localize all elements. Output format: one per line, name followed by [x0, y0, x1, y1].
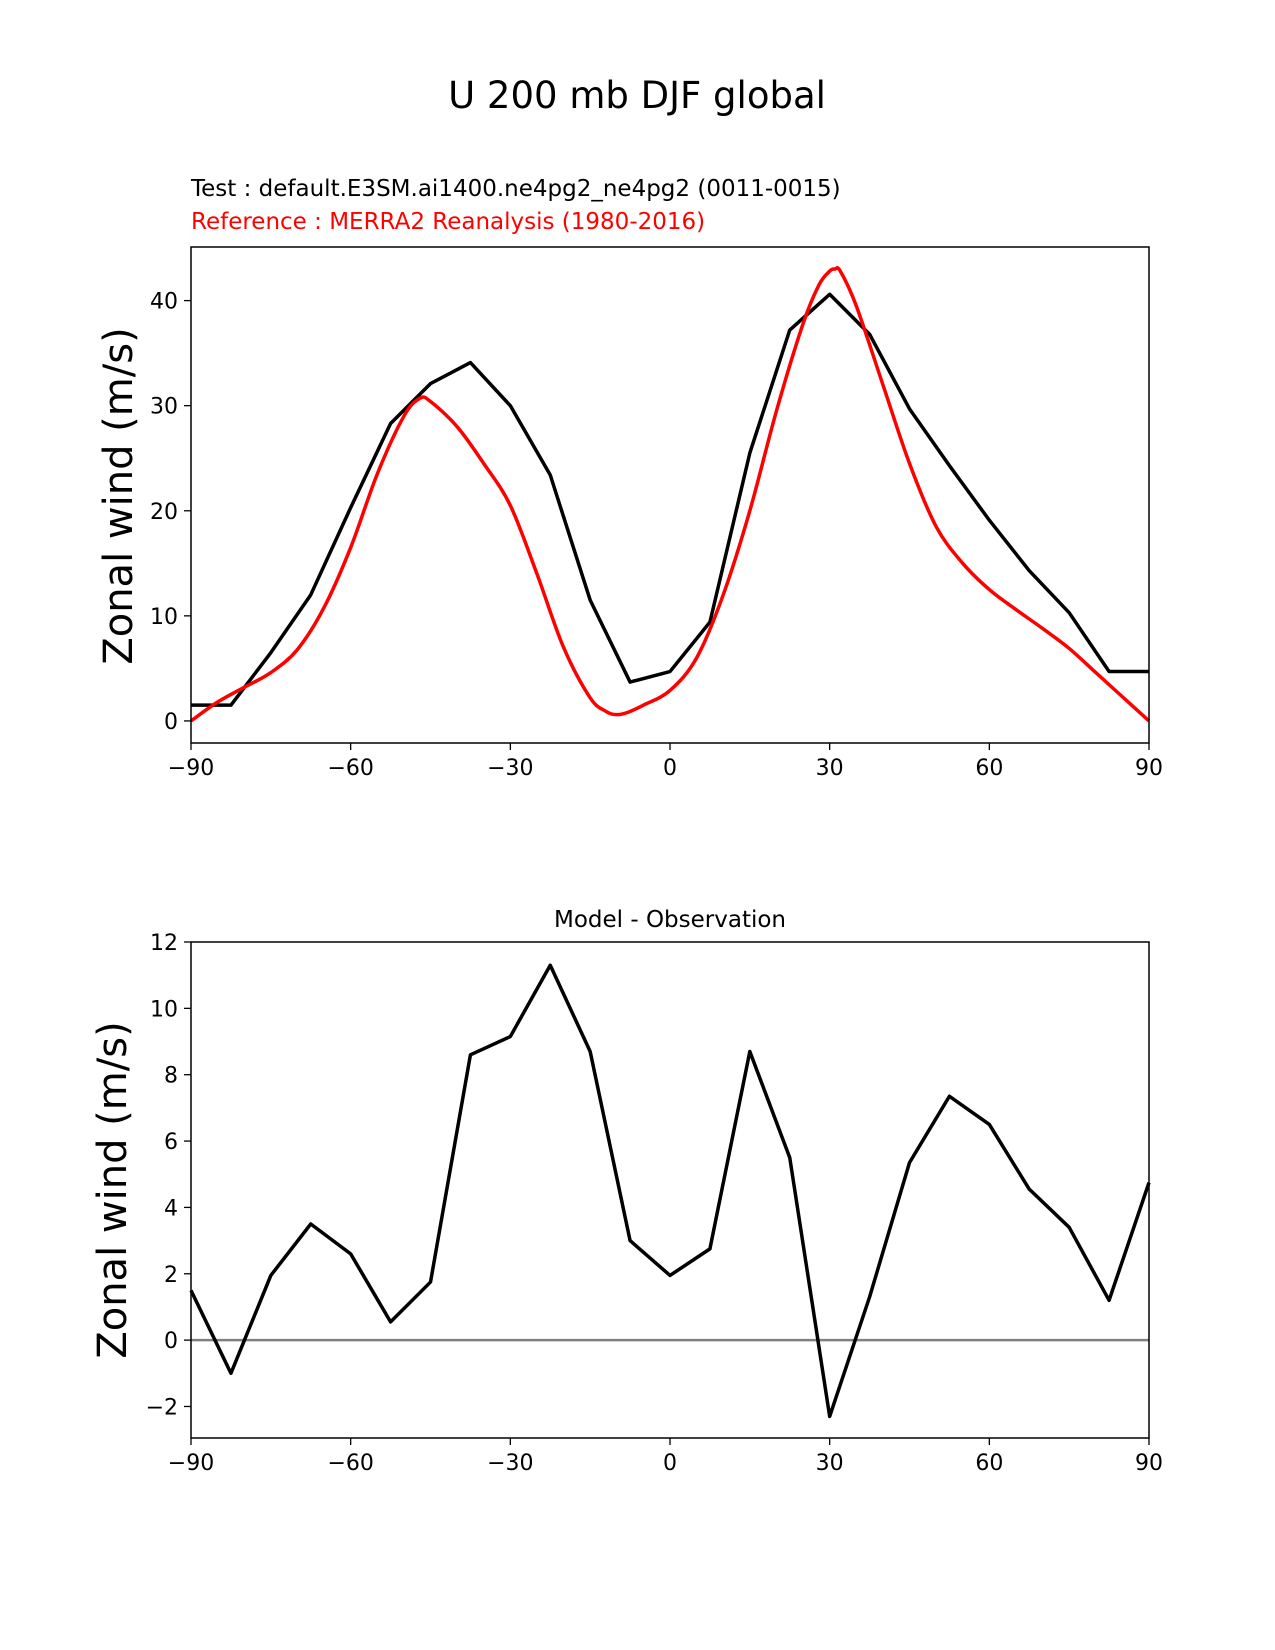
- reference-series-line: [189, 266, 1151, 723]
- y-tick-label: 4: [164, 1196, 178, 1221]
- test-label: Test : default.E3SM.ai1400.ne4pg2_ne4pg2…: [190, 176, 841, 202]
- y-tick-label: 10: [150, 605, 178, 630]
- difference-series-line: [189, 963, 1151, 1419]
- y-tick-label: 12: [150, 931, 178, 956]
- y-tick-label: 40: [150, 290, 178, 315]
- y-tick-label: 8: [164, 1064, 178, 1089]
- y-tick-label: 30: [150, 395, 178, 420]
- top-plot-frame: [190, 246, 1150, 744]
- x-tick-label: −30: [487, 1451, 533, 1476]
- x-tick-label: −60: [327, 1451, 373, 1476]
- x-tick-label: 90: [1135, 1451, 1163, 1476]
- figure-title: U 200 mb DJF global: [448, 74, 826, 117]
- x-tick-label: −60: [327, 756, 373, 781]
- y-tick-label: 20: [150, 500, 178, 525]
- bottom-y-axis-label: Zonal wind (m/s): [90, 1021, 136, 1358]
- x-tick-label: 60: [975, 1451, 1003, 1476]
- x-tick-label: 60: [975, 756, 1003, 781]
- top-chart: Test : default.E3SM.ai1400.ne4pg2_ne4pg2…: [96, 176, 1163, 781]
- y-tick-label: 0: [164, 1329, 178, 1354]
- x-tick-label: 0: [663, 756, 677, 781]
- x-tick-label: 0: [663, 1451, 677, 1476]
- bottom-plot-frame: [190, 941, 1150, 1439]
- reference-label: Reference : MERRA2 Reanalysis (1980-2016…: [191, 209, 705, 235]
- x-tick-label: −30: [487, 756, 533, 781]
- y-tick-label: 0: [164, 710, 178, 735]
- x-tick-label: −90: [168, 756, 214, 781]
- y-tick-label: 2: [164, 1263, 178, 1288]
- top-y-axis-label: Zonal wind (m/s): [96, 327, 142, 664]
- x-tick-label: 30: [816, 1451, 844, 1476]
- test-series-line: [191, 292, 1149, 707]
- y-tick-label: 6: [164, 1130, 178, 1155]
- bottom-chart: Model - Observation Zonal wind (m/s) −90…: [90, 907, 1163, 1476]
- y-tick-label: 10: [150, 997, 178, 1022]
- bottom-chart-title: Model - Observation: [554, 907, 786, 933]
- y-tick-label: −2: [146, 1395, 178, 1420]
- x-tick-label: 30: [816, 756, 844, 781]
- x-tick-label: −90: [168, 1451, 214, 1476]
- x-tick-label: 90: [1135, 756, 1163, 781]
